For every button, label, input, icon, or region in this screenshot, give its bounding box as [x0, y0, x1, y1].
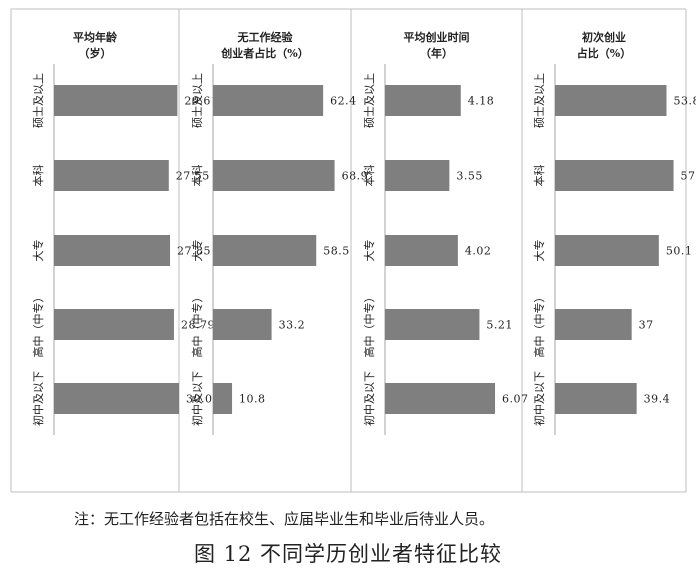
panel-1-value-label-1: 29.61 — [184, 95, 218, 108]
panel-3-value-label-2: 3.55 — [456, 170, 483, 183]
panel-4-bar-1 — [555, 85, 667, 116]
panel-1-category-label-4: 高中（中专） — [31, 292, 45, 358]
panel-2-value-label-4: 33.2 — [279, 319, 306, 332]
panel-1-value-label-4: 28.79 — [181, 319, 215, 332]
panel-3-title-line-1: 平均创业时间 — [404, 30, 470, 44]
panel-1: 平均年龄（岁）29.61硕士及以上27.55本科27.85大专28.79高中（中… — [31, 30, 220, 435]
panel-3-value-label-3: 4.02 — [465, 245, 492, 258]
panel-2-bar-4 — [213, 309, 272, 340]
chart-note: 注：无工作经验者包括在校生、应届毕业生和毕业后待业人员。 — [74, 510, 495, 528]
panel-4-value-label-3: 50.1 — [666, 245, 693, 258]
panel-1-value-label-3: 27.85 — [177, 245, 211, 258]
panel-4-value-label-2: 57.2 — [681, 170, 696, 183]
panel-1-category-label-3: 大专 — [31, 240, 45, 262]
panel-2-category-label-4: 高中（中专） — [190, 292, 204, 358]
panel-3-bar-1 — [385, 85, 461, 116]
panel-3-title-line-2: （年） — [420, 46, 453, 60]
panel-2-value-label-1: 62.4 — [330, 95, 357, 108]
panel-3: 平均创业时间 （年） 4.18 硕士及以上 3.55 本科 4.02 大专 5.21 高中（中专）… — [362, 30, 529, 435]
panel-1-bar-3 — [54, 235, 171, 266]
panel-4-bar-3 — [555, 235, 659, 266]
panel-3-category-label-3: 大专 — [362, 240, 376, 262]
panel-4-bar-2 — [555, 160, 674, 191]
panel-1-title-line-2: （岁） — [79, 46, 112, 60]
panel-3-value-label-1: 4.18 — [468, 95, 495, 108]
panel-2-title-line-1: 无工作经验 — [237, 30, 294, 44]
panel-3-value-label-5: 6.07 — [502, 393, 529, 406]
panel-2-category-label-2: 本科 — [190, 165, 204, 187]
panel-1-bar-5 — [54, 383, 180, 414]
panel-1-category-label-1: 硕士及以上 — [32, 73, 45, 128]
panel-2-value-label-3: 58.5 — [323, 245, 350, 258]
panel-4-category-label-2: 本科 — [532, 165, 546, 187]
panel-1-bar-2 — [54, 160, 169, 191]
panel-2-category-label-1: 硕士及以上 — [191, 73, 204, 128]
panel-4-category-label-3: 大专 — [532, 240, 546, 262]
panel-4-value-label-4: 37 — [639, 319, 654, 332]
panel-1-title-line-1: 平均年龄 — [73, 30, 118, 44]
panel-3-bar-2 — [385, 160, 450, 191]
panel-3-category-label-5: 初中及以下 — [362, 371, 376, 426]
panel-4-title-line-1: 初次创业 — [582, 30, 626, 44]
panel-3-category-label-2: 本科 — [362, 165, 376, 187]
panel-2-title-line-2: 创业者占比（%） — [220, 46, 308, 60]
panel-4-value-label-5: 39.4 — [644, 393, 671, 406]
panel-1-category-label-2: 本科 — [31, 165, 45, 187]
panel-1-value-label-2: 27.55 — [176, 170, 210, 183]
panel-1-bar-4 — [54, 309, 174, 340]
panel-2-bar-2 — [213, 160, 335, 191]
panel-4-category-label-4: 高中（中专） — [532, 292, 546, 358]
panel-1-value-label-5: 30.01 — [186, 393, 220, 406]
panel-3-category-label-4: 高中（中专） — [362, 292, 376, 358]
panel-3-category-label-1: 硕士及以上 — [363, 73, 376, 128]
panel-1-category-label-5: 初中及以下 — [31, 371, 45, 426]
panel-3-bar-4 — [385, 309, 480, 340]
panel-4-bar-4 — [555, 309, 632, 340]
figure-caption: 图 12 不同学历创业者特征比较 — [193, 542, 503, 566]
panel-3-bar-3 — [385, 235, 458, 266]
panel-2-category-label-3: 大专 — [190, 240, 204, 262]
panel-4-bar-5 — [555, 383, 637, 414]
panel-2-bar-1 — [213, 85, 324, 116]
panel-2-bar-3 — [213, 235, 317, 266]
panel-2-bar-5 — [213, 383, 233, 414]
panel-2-value-label-2: 68.9 — [342, 170, 369, 183]
panel-2-value-label-5: 10.8 — [239, 393, 266, 406]
panel-4-value-label-1: 53.8 — [673, 95, 696, 108]
panel-3-value-label-4: 5.21 — [486, 319, 513, 332]
panel-4-category-label-1: 硕士及以上 — [533, 73, 546, 128]
panel-4-category-label-5: 初中及以下 — [532, 371, 546, 426]
panel-1-bar-1 — [54, 85, 178, 116]
panel-4-title-line-2: 占比（%） — [577, 46, 631, 60]
panel-3-bar-5 — [385, 383, 496, 414]
panel-2-category-label-5: 初中及以下 — [190, 371, 204, 426]
